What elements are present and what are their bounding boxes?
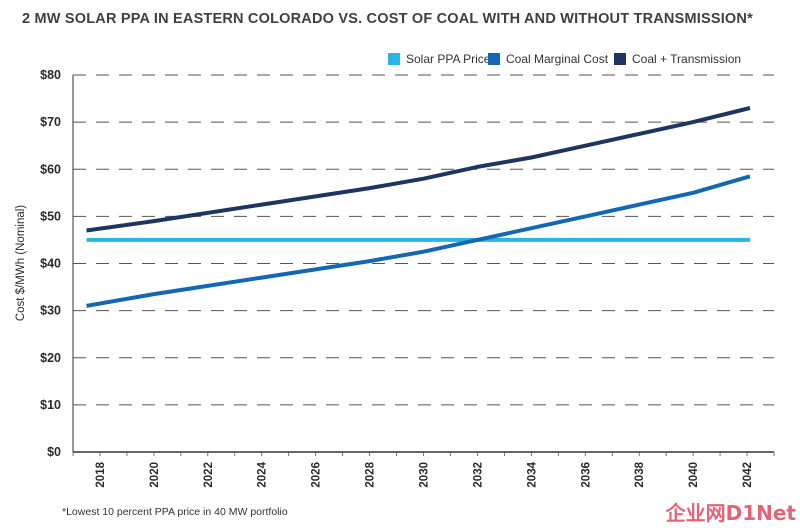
- x-tick-label: 2024: [257, 461, 269, 487]
- legend-label-coal-marginal-cost: Coal Marginal Cost: [506, 52, 609, 66]
- x-tick-label: 2028: [365, 461, 377, 487]
- y-tick-labels: $0 $10 $20 $30 $40 $50 $60 $70 $80: [40, 68, 61, 459]
- series-lines: [86, 106, 751, 308]
- legend: Solar PPA Price Coal Marginal Cost Coal + …: [388, 52, 741, 66]
- x-tick-label: 2018: [95, 461, 107, 487]
- x-tick-label: 2042: [742, 462, 754, 488]
- y-tick-label: $40: [40, 257, 61, 271]
- legend-swatch-coal-transmission: [614, 53, 626, 65]
- x-tick-label: 2020: [149, 462, 161, 488]
- y-tick-label: $30: [40, 304, 61, 318]
- x-tick-labels: 2018 2020 2022 2024 2026 2028 2030 2032 2034 2036…: [95, 461, 754, 487]
- chart-title: 2 MW SOLAR PPA IN EASTERN COLORADO VS. C…: [22, 11, 753, 27]
- legend-label-solar-ppa-price: Solar PPA Price: [406, 52, 491, 66]
- y-tick-label: $80: [40, 68, 61, 82]
- legend-swatch-coal-marginal-cost: [488, 53, 500, 65]
- x-tick-label: 2022: [203, 462, 215, 488]
- y-tick-label: $70: [40, 115, 61, 129]
- y-tick-label: $50: [40, 209, 61, 223]
- y-axis-label: Cost $/MWh (Nominal): [15, 205, 27, 321]
- legend-label-coal-transmission: Coal + Transmission: [632, 52, 741, 66]
- x-tick-label: 2034: [526, 461, 538, 487]
- series-line-coal-marginal-cost: [86, 174, 751, 308]
- footnote: *Lowest 10 percent PPA price in 40 MW po…: [62, 506, 288, 518]
- y-tick-label: $60: [40, 162, 61, 176]
- gridlines: [73, 74, 774, 406]
- y-tick-label: $20: [40, 351, 61, 365]
- legend-swatch-solar-ppa-price: [388, 53, 400, 65]
- x-tick-label: 2036: [580, 462, 592, 488]
- x-tick-label: 2040: [688, 462, 700, 488]
- series-line-coal-transmission: [86, 106, 751, 233]
- x-tick-label: 2038: [634, 461, 646, 487]
- watermark-logo: 企业网D1Net: [665, 501, 796, 525]
- axes: [72, 75, 775, 456]
- x-tick-label: 2030: [419, 462, 431, 488]
- x-tick-label: 2032: [472, 462, 484, 488]
- x-tick-label: 2026: [311, 462, 323, 488]
- y-tick-label: $10: [40, 398, 61, 412]
- y-tick-label: $0: [47, 445, 61, 459]
